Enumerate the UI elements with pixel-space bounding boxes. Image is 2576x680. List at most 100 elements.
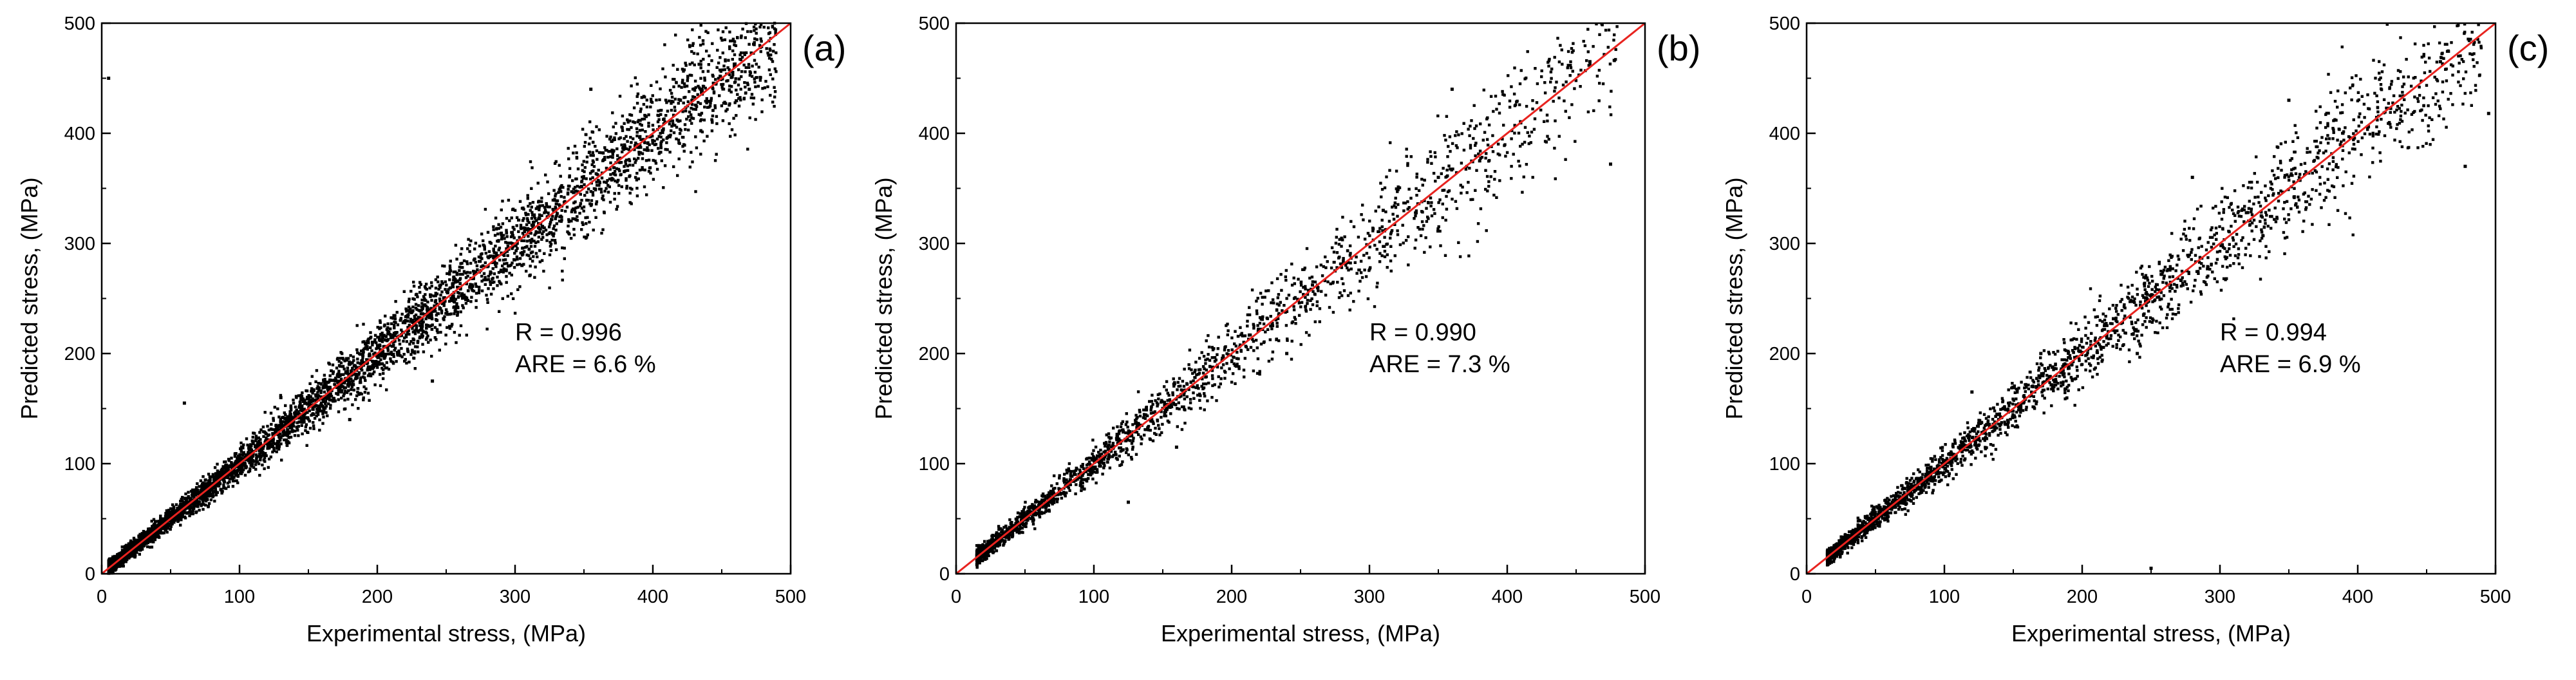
data-point [140, 536, 144, 540]
data-point [731, 71, 735, 74]
data-point [724, 58, 727, 61]
data-point [386, 326, 390, 329]
data-point [574, 200, 577, 203]
data-point [298, 415, 301, 419]
data-point [480, 289, 484, 292]
outlier-point [520, 263, 524, 267]
data-point [251, 459, 254, 462]
data-point [487, 274, 490, 278]
data-point [272, 446, 276, 449]
data-point [664, 147, 667, 151]
data-point [283, 431, 286, 434]
data-point [379, 373, 382, 376]
data-point [568, 167, 572, 170]
data-point [381, 340, 384, 343]
data-point [618, 95, 622, 98]
data-point [530, 205, 533, 209]
data-point [744, 70, 747, 73]
data-point [510, 216, 513, 220]
data-point [343, 381, 346, 384]
data-point [346, 383, 350, 386]
data-point [701, 42, 705, 46]
data-point [337, 385, 341, 388]
data-point [346, 397, 350, 401]
data-point [411, 330, 415, 334]
data-point [411, 348, 414, 352]
data-point [543, 205, 547, 209]
data-point [201, 482, 204, 486]
data-point [580, 228, 583, 231]
data-point [150, 520, 153, 523]
data-point [660, 159, 663, 162]
data-point [406, 332, 409, 335]
data-point [254, 463, 258, 466]
data-point [501, 200, 504, 203]
data-point [259, 454, 263, 458]
data-point [481, 264, 485, 267]
data-point [596, 184, 599, 187]
data-point [663, 164, 667, 167]
data-point [623, 170, 626, 173]
data-point [691, 95, 695, 99]
data-point [603, 146, 606, 149]
data-point [240, 445, 243, 448]
data-point [599, 187, 603, 191]
data-point [249, 467, 252, 471]
data-point [532, 255, 535, 258]
data-point [502, 234, 505, 237]
data-point [474, 261, 477, 264]
data-point [438, 323, 442, 326]
data-point [167, 522, 171, 525]
data-point [382, 372, 385, 375]
data-point [341, 389, 344, 392]
data-point [297, 406, 301, 409]
data-point [356, 361, 359, 364]
data-point [351, 403, 354, 406]
data-point [352, 388, 355, 392]
data-point [691, 61, 694, 64]
data-point [454, 243, 458, 247]
data-point [288, 430, 291, 433]
data-point [621, 126, 624, 129]
data-point [452, 276, 455, 279]
data-point [737, 104, 741, 108]
data-point [729, 85, 733, 88]
data-point [733, 43, 736, 46]
data-point [715, 153, 718, 156]
data-point [261, 463, 264, 467]
data-point [339, 387, 342, 390]
data-point [312, 389, 315, 392]
data-point [659, 144, 663, 147]
data-point [224, 487, 228, 490]
data-point [379, 384, 382, 388]
data-point [746, 147, 749, 151]
data-point [420, 319, 424, 323]
data-point [631, 164, 635, 167]
data-point [361, 375, 365, 379]
data-point [538, 225, 541, 229]
data-point [487, 256, 490, 260]
data-point [475, 292, 478, 295]
data-point [711, 75, 715, 78]
data-point [359, 362, 362, 365]
data-point [723, 38, 727, 41]
data-point [485, 298, 489, 301]
data-point [451, 283, 455, 286]
data-point [132, 536, 136, 540]
data-point [139, 548, 142, 551]
data-point [411, 327, 414, 330]
data-point [563, 196, 566, 199]
data-point [683, 85, 686, 88]
data-point [694, 190, 697, 193]
data-point [389, 352, 392, 355]
data-point [615, 207, 618, 211]
data-point [342, 373, 345, 376]
data-point [287, 435, 290, 439]
data-point [772, 50, 775, 53]
data-point [415, 308, 418, 311]
data-point [548, 205, 551, 209]
data-point [120, 545, 124, 549]
data-point [527, 221, 531, 224]
data-point [238, 455, 241, 459]
